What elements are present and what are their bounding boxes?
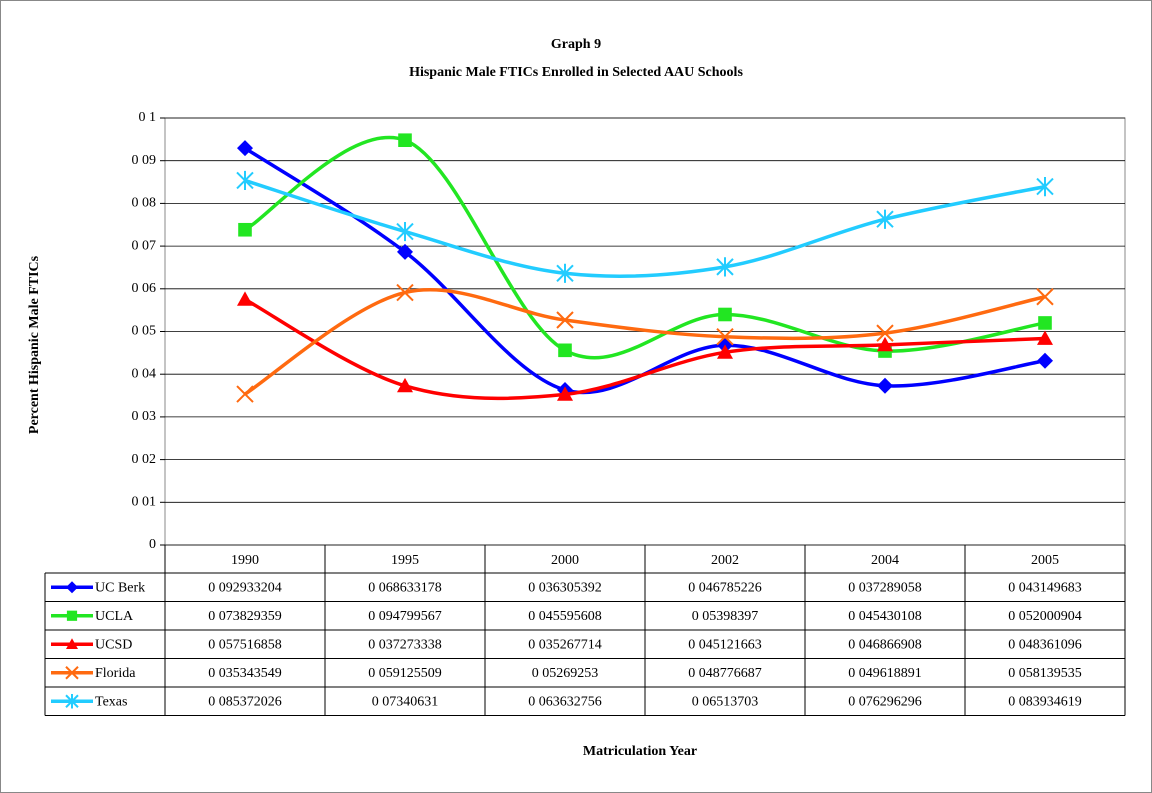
point-marker xyxy=(556,311,574,329)
x-tick-label: 1990 xyxy=(231,553,259,568)
table-value: 0 043149683 xyxy=(1008,580,1082,595)
legend-label: Florida xyxy=(95,666,136,681)
y-tick-label: 0 09 xyxy=(132,153,157,168)
point-marker xyxy=(557,386,573,401)
point-marker xyxy=(396,283,414,302)
point-marker xyxy=(877,377,893,394)
point-marker xyxy=(236,385,254,403)
point-marker xyxy=(236,170,254,191)
table-value: 0 045121663 xyxy=(688,637,762,652)
point-marker xyxy=(237,140,253,157)
table-value: 0 05398397 xyxy=(692,609,759,624)
y-tick-label: 0 07 xyxy=(132,238,157,253)
point-marker xyxy=(397,243,413,260)
table-value: 0 045595608 xyxy=(528,609,602,624)
point-marker xyxy=(876,209,894,229)
table-value: 0 063632756 xyxy=(528,694,602,709)
table-value: 0 046785226 xyxy=(688,580,762,595)
y-tick-label: 0 02 xyxy=(132,452,157,467)
point-marker xyxy=(716,257,734,277)
x-axis-title: Matriculation Year xyxy=(583,744,697,759)
table-value: 0 048776687 xyxy=(688,666,762,681)
table-value: 0 058139535 xyxy=(1008,666,1082,681)
legend-marker xyxy=(65,666,79,680)
point-marker xyxy=(396,221,414,242)
series-line xyxy=(244,297,1046,401)
legend-marker xyxy=(66,638,78,650)
y-tick-label: 0 06 xyxy=(132,281,157,296)
legend-marker xyxy=(66,581,78,594)
point-marker xyxy=(716,328,734,346)
y-tick-label: 0 xyxy=(149,537,156,552)
table-value: 0 07340631 xyxy=(372,694,439,709)
x-tick-label: 1995 xyxy=(391,553,419,568)
y-axis-title: Percent Hispanic Male FTICs xyxy=(27,255,42,434)
legend-marker xyxy=(66,610,78,621)
series-line xyxy=(244,178,1046,278)
legend-marker xyxy=(65,694,79,709)
table-value: 0 06513703 xyxy=(692,694,759,709)
point-marker xyxy=(558,343,572,358)
table-value: 0 036305392 xyxy=(528,580,602,595)
point-marker xyxy=(237,291,253,306)
x-tick-label: 2002 xyxy=(711,553,739,568)
table-value: 0 092933204 xyxy=(208,580,282,595)
point-marker xyxy=(238,222,252,237)
point-marker xyxy=(717,344,733,359)
x-tick-label: 2004 xyxy=(871,553,899,568)
table-value: 0 076296296 xyxy=(848,694,922,709)
x-tick-label: 2005 xyxy=(1031,553,1059,568)
table-value: 0 035343549 xyxy=(208,666,282,681)
point-marker xyxy=(876,324,894,342)
y-tick-label: 0 08 xyxy=(132,196,157,211)
table-value: 0 052000904 xyxy=(1008,609,1082,624)
table-value: 0 094799567 xyxy=(368,609,442,624)
y-tick-label: 0 04 xyxy=(132,366,157,381)
series-line xyxy=(244,288,1046,396)
chart-title: Graph 9 xyxy=(551,37,601,52)
table-value: 0 085372026 xyxy=(208,694,282,709)
table-value: 0 073829359 xyxy=(208,609,282,624)
table-value: 0 037289058 xyxy=(848,580,922,595)
chart-subtitle: Hispanic Male FTICs Enrolled in Selected… xyxy=(409,65,743,80)
legend-label: Texas xyxy=(95,694,127,709)
table-value: 0 048361096 xyxy=(1008,637,1082,652)
legend-label: UC Berk xyxy=(95,580,145,595)
table-value: 0 083934619 xyxy=(1008,694,1082,709)
table-value: 0 05269253 xyxy=(532,666,599,681)
point-marker xyxy=(1036,176,1054,197)
y-tick-label: 0 03 xyxy=(132,409,157,424)
legend-label: UCLA xyxy=(95,609,134,624)
legend-label: UCSD xyxy=(95,637,132,652)
point-marker xyxy=(1038,316,1052,330)
x-tick-label: 2000 xyxy=(551,553,579,568)
table-value: 0 035267714 xyxy=(528,637,602,652)
y-tick-label: 0 05 xyxy=(132,324,157,339)
point-marker xyxy=(1037,352,1053,369)
point-marker xyxy=(397,377,413,393)
table-value: 0 046866908 xyxy=(848,637,922,652)
point-marker xyxy=(877,336,893,352)
point-marker xyxy=(1037,330,1053,345)
point-marker xyxy=(398,133,412,148)
y-tick-label: 0 1 xyxy=(139,110,157,125)
table-value: 0 057516858 xyxy=(208,637,282,652)
y-tick-label: 0 01 xyxy=(132,495,157,510)
table-value: 0 059125509 xyxy=(368,666,442,681)
point-marker xyxy=(1036,288,1054,306)
table-value: 0 049618891 xyxy=(848,666,922,681)
point-marker xyxy=(556,263,574,283)
table-value: 0 037273338 xyxy=(368,637,442,652)
table-value: 0 068633178 xyxy=(368,580,442,595)
table-value: 0 045430108 xyxy=(848,609,922,624)
point-marker xyxy=(718,307,732,322)
